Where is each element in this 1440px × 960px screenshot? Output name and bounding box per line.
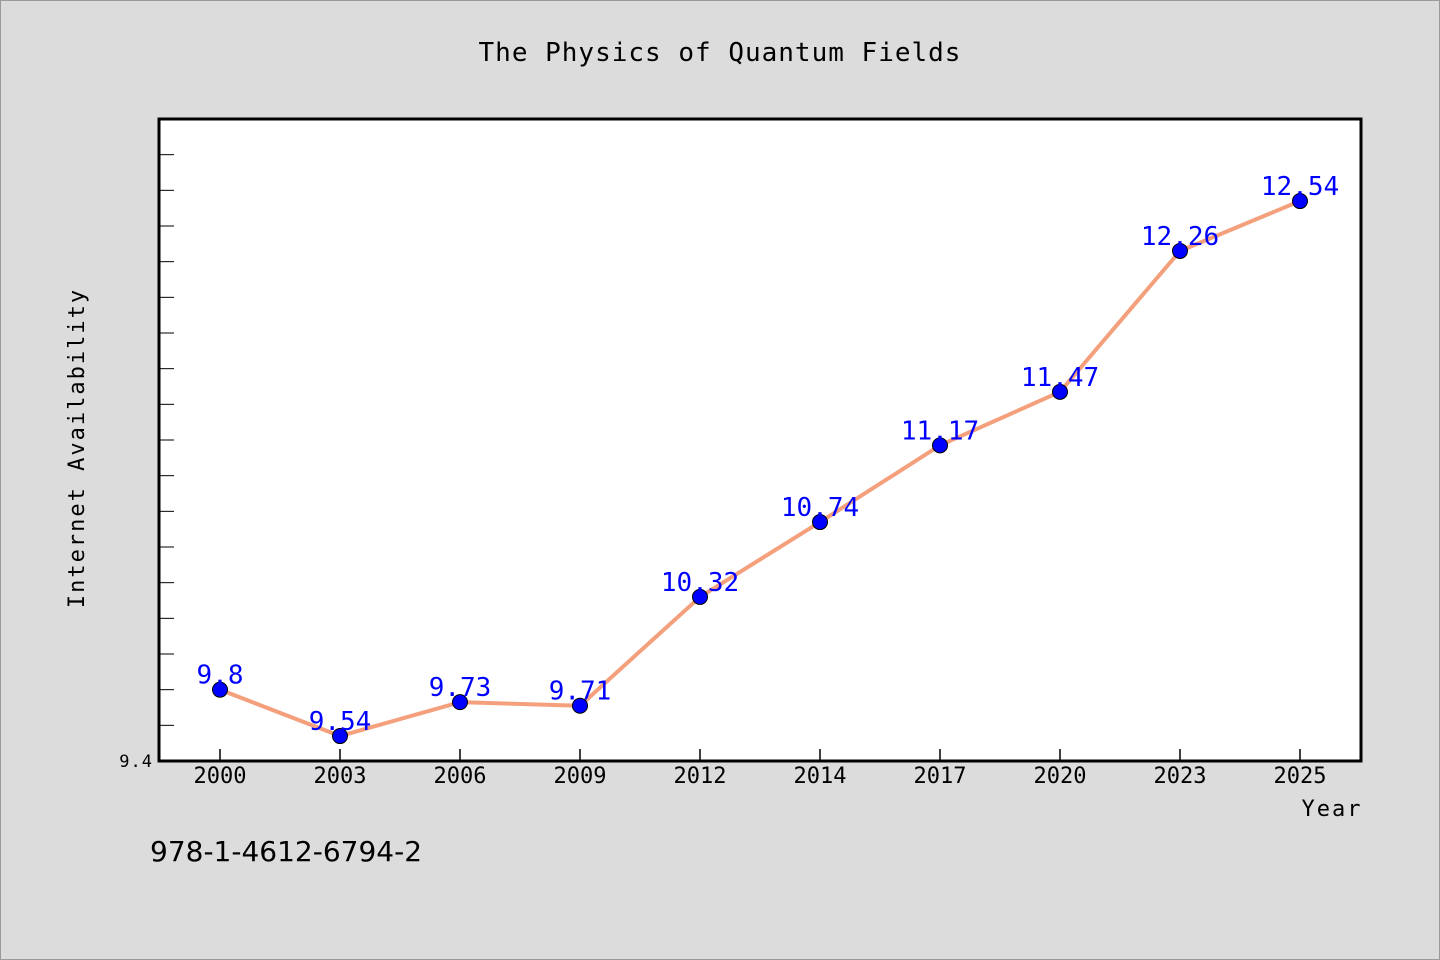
data-label: 11.17 bbox=[901, 416, 979, 446]
x-tick-label: 2023 bbox=[1154, 764, 1207, 789]
y-axis-ticks: 9.4 bbox=[119, 118, 174, 772]
data-point bbox=[932, 437, 948, 454]
x-tick-label: 2009 bbox=[554, 764, 607, 789]
data-point bbox=[332, 728, 348, 745]
data-point bbox=[1292, 193, 1308, 210]
x-tick-label: 2000 bbox=[194, 764, 247, 789]
x-tick-label: 2006 bbox=[434, 764, 487, 789]
chart-title: The Physics of Quantum Fields bbox=[479, 38, 962, 68]
data-point bbox=[212, 681, 228, 698]
data-label: 12.54 bbox=[1261, 172, 1339, 202]
data-label: 10.74 bbox=[781, 493, 859, 523]
data-point bbox=[692, 588, 708, 605]
x-tick-label: 2014 bbox=[794, 764, 847, 789]
x-axis-ticks: 2000 2003 2006 2009 2012 2014 2017 2020 2023 2025 bbox=[194, 749, 1327, 789]
footer-code: 978-1-4612-6794-2 bbox=[150, 835, 423, 868]
y-axis-label: Internet Availability bbox=[65, 288, 90, 608]
data-point bbox=[1172, 242, 1188, 259]
x-axis-label: Year bbox=[1302, 797, 1363, 822]
plot-area bbox=[157, 117, 1363, 763]
x-tick-label: 2025 bbox=[1274, 764, 1327, 789]
data-label: 10.32 bbox=[661, 568, 739, 598]
data-point bbox=[1052, 383, 1068, 400]
data-label: 9.8 bbox=[197, 661, 244, 691]
series-group bbox=[212, 193, 1308, 745]
x-tick-label: 2017 bbox=[914, 764, 967, 789]
data-label: 12.26 bbox=[1141, 222, 1219, 252]
data-point bbox=[572, 697, 588, 714]
data-label: 9.73 bbox=[429, 673, 492, 703]
y-tick-label: 9.4 bbox=[119, 752, 153, 772]
data-point bbox=[812, 514, 828, 531]
x-tick-label: 2020 bbox=[1034, 764, 1087, 789]
x-tick-label: 2012 bbox=[674, 764, 727, 789]
data-labels-group: 9.8 9.54 9.73 9.71 10.32 10.74 11.17 11.47 12.26… bbox=[197, 172, 1340, 737]
series-line bbox=[219, 199, 1301, 739]
data-label: 11.47 bbox=[1021, 363, 1099, 393]
x-tick-label: 2003 bbox=[314, 764, 367, 789]
data-label: 9.54 bbox=[309, 707, 372, 737]
data-label: 9.71 bbox=[549, 677, 612, 707]
data-point bbox=[452, 694, 468, 711]
